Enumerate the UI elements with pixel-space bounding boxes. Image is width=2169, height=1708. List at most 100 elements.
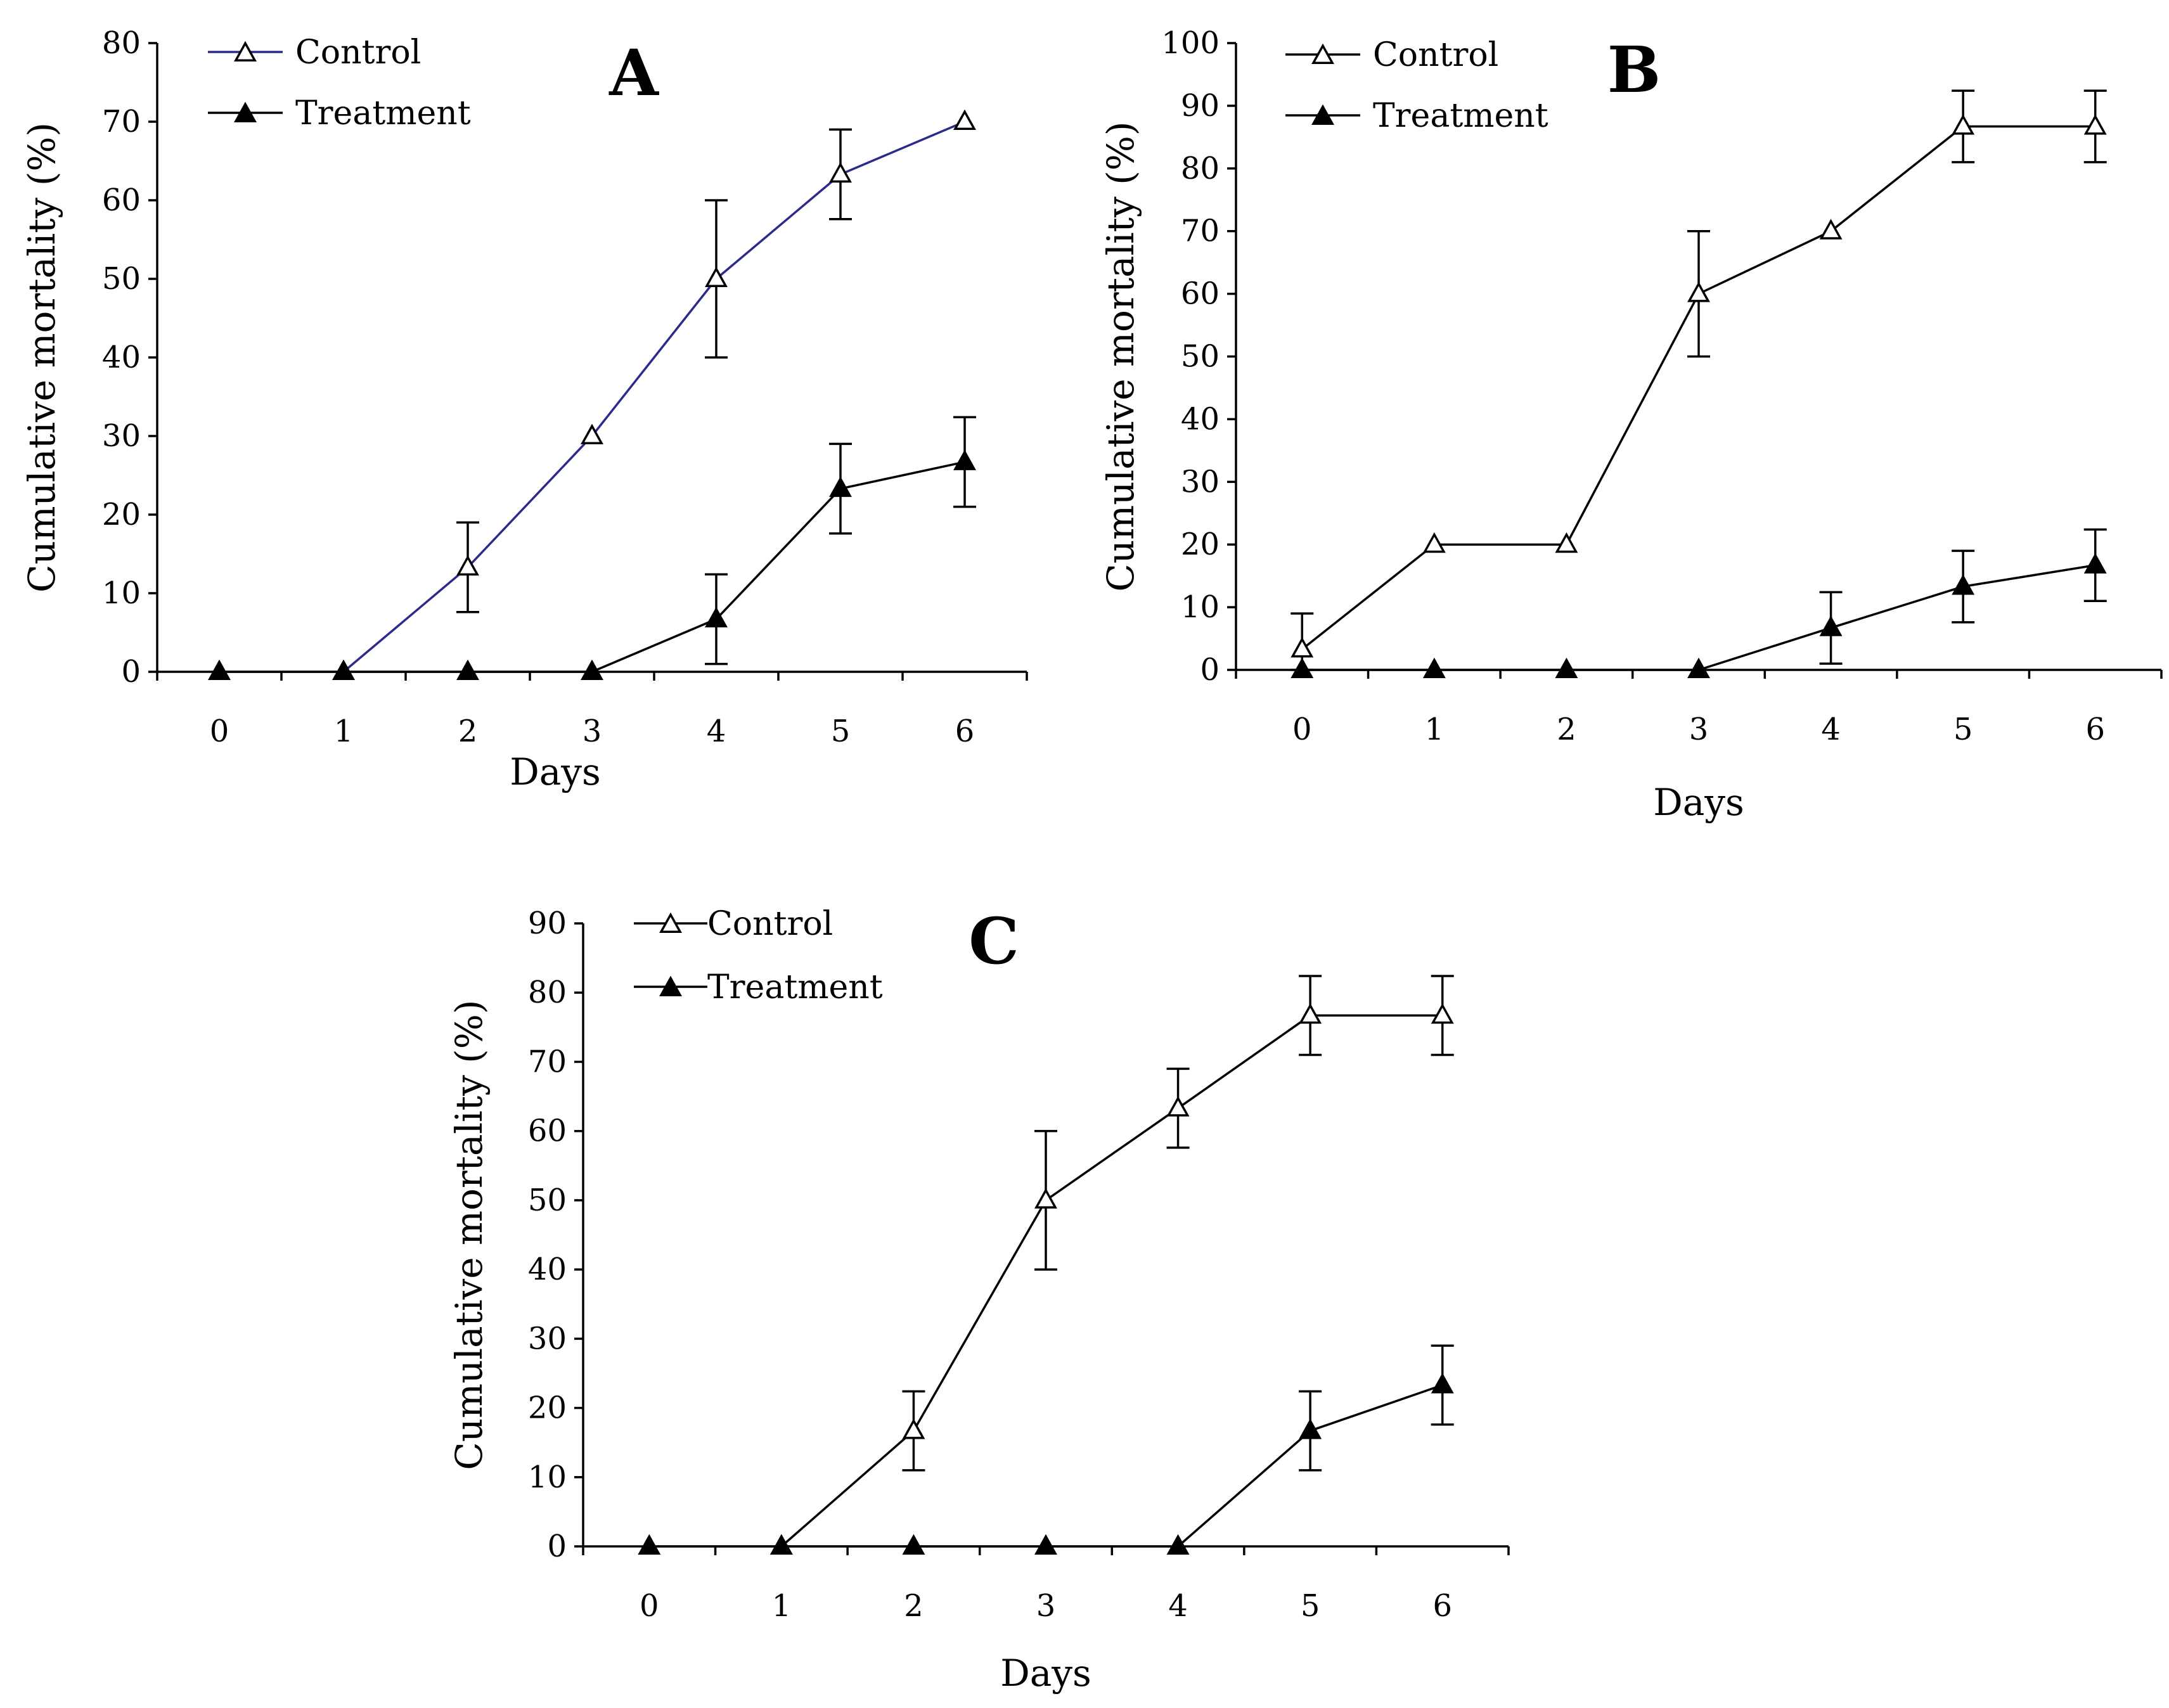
data-point: [1952, 114, 1975, 135]
data-point: [1819, 615, 1843, 636]
data-point: [1034, 1188, 1057, 1209]
x-tick-label: 6: [2085, 712, 2105, 747]
data-point: [1555, 657, 1578, 678]
x-tick-label: 4: [1168, 1588, 1188, 1624]
panel-letter: A: [608, 35, 659, 110]
y-tick-label: 60: [1181, 276, 1220, 312]
series-control: [332, 109, 976, 680]
panel-letter: C: [969, 904, 1019, 979]
y-tick-label: 50: [1181, 339, 1220, 375]
data-point: [705, 266, 728, 287]
data-point: [208, 659, 231, 680]
y-tick-label: 90: [528, 906, 567, 941]
series-line: [649, 1384, 1443, 1548]
y-tick-label: 0: [547, 1529, 567, 1564]
y-tick-label: 20: [1181, 527, 1220, 562]
data-point: [1290, 657, 1314, 678]
panel-letter: B: [1607, 32, 1661, 107]
y-tick-label: 80: [102, 25, 141, 61]
data-point: [1166, 1096, 1190, 1117]
chart-panel-c: 0 10 20 30 40 50 60 70 80 90 0 1 2 3 4 5 6 Days Cumulative…: [447, 904, 1510, 1695]
x-tick-label: 1: [1425, 712, 1445, 747]
series-line: [219, 461, 965, 673]
y-tick-label: 0: [1200, 652, 1220, 688]
legend-label: Control: [295, 34, 421, 72]
data-point: [2083, 114, 2107, 135]
x-tick-label: 4: [1821, 712, 1841, 747]
data-point: [456, 659, 479, 680]
data-point: [332, 659, 355, 680]
data-point: [1687, 657, 1710, 678]
y-tick-label: 10: [1181, 589, 1220, 625]
y-tick-label: 80: [1181, 151, 1220, 186]
y-tick-label: 20: [102, 497, 141, 532]
data-point: [829, 162, 852, 183]
y-tick-label: 70: [528, 1044, 567, 1079]
x-tick-label: 5: [831, 714, 851, 749]
data-point: [1431, 1373, 1454, 1394]
y-tick-label: 40: [528, 1252, 567, 1287]
data-point: [769, 1534, 793, 1555]
y-axis-title: Cumulative mortality (%): [447, 999, 491, 1470]
y-tick-label: 10: [102, 575, 141, 611]
chart-panel-b: 0 10 20 30 40 50 60 70 80 90 100 0 1 2 3 4 5 6 Days Cumulat…: [1099, 25, 2163, 824]
data-point: [456, 555, 479, 576]
data-point: [953, 109, 976, 130]
data-point: [638, 1534, 661, 1555]
series-line: [1302, 564, 2095, 671]
x-tick-label: 6: [955, 714, 975, 749]
x-tick-label: 3: [1689, 712, 1709, 747]
chart-panel-a: 0 10 20 30 40 50 60 70 80 0 1 2 3 4 5 6 Days Cumulative m…: [20, 25, 1028, 793]
data-point: [1034, 1534, 1057, 1555]
data-point: [1555, 532, 1578, 553]
x-axis-title: Days: [1653, 781, 1744, 824]
y-axis-title: Cumulative mortality (%): [20, 122, 63, 593]
legend-label: Treatment: [707, 968, 883, 1006]
data-point: [902, 1534, 925, 1555]
legend-marker: [1311, 43, 1334, 64]
y-tick-label: 30: [102, 418, 141, 454]
x-tick-label: 1: [334, 714, 354, 749]
x-tick-label: 1: [772, 1588, 792, 1624]
legend-label: Control: [707, 905, 833, 943]
x-axis-title: Days: [1000, 1652, 1091, 1695]
data-point: [902, 1418, 925, 1439]
series-control: [769, 975, 1454, 1555]
y-tick-label: 50: [528, 1183, 567, 1218]
x-tick-label: 0: [640, 1588, 659, 1624]
y-tick-label: 60: [528, 1114, 567, 1149]
x-tick-label: 5: [1301, 1588, 1320, 1624]
series-treatment: [208, 416, 976, 680]
data-point: [1166, 1534, 1190, 1555]
y-tick-label: 70: [1181, 214, 1220, 249]
legend-marker: [234, 101, 257, 122]
x-tick-label: 2: [1557, 712, 1576, 747]
y-tick-label: 30: [528, 1321, 567, 1356]
y-tick-label: 90: [1181, 88, 1220, 124]
legend: Control Treatment: [634, 905, 883, 1006]
y-tick-label: 20: [528, 1390, 567, 1426]
data-point: [829, 476, 852, 498]
data-point: [1422, 657, 1446, 678]
x-tick-label: 4: [707, 714, 726, 749]
data-point: [705, 607, 728, 627]
y-tick-label: 40: [102, 340, 141, 375]
series-control: [1290, 89, 2107, 671]
series-treatment: [638, 1344, 1454, 1555]
x-tick-label: 0: [1292, 712, 1312, 747]
legend: Control Treatment: [208, 34, 471, 132]
x-tick-label: 2: [458, 714, 478, 749]
data-point: [1819, 219, 1843, 240]
series-line: [342, 120, 965, 673]
data-point: [1422, 532, 1446, 553]
data-point: [953, 449, 976, 470]
y-tick-label: 60: [102, 183, 141, 218]
y-tick-label: 10: [528, 1460, 567, 1495]
y-tick-label: 100: [1161, 25, 1220, 61]
y-tick-label: 50: [102, 261, 141, 297]
y-tick-label: 30: [1181, 464, 1220, 499]
legend-label: Treatment: [1373, 97, 1548, 135]
legend-marker: [1311, 104, 1334, 125]
data-point: [1687, 281, 1710, 302]
